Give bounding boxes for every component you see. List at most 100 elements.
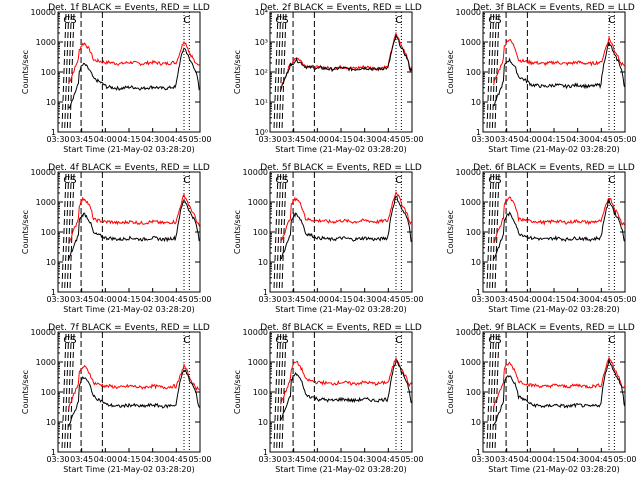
y-tick-label: 10 [46,98,56,107]
series-line-events [280,359,413,421]
y-tick-label: 10000 [456,328,481,337]
y-tick-label: 1000 [461,358,481,367]
x-tick-label: 04:30 [566,135,589,144]
interval-marker-dashed [486,13,492,131]
interval-marker-dashed [278,173,284,291]
x-axis-label: Start Time (21-May-02 03:28:20) [63,465,194,474]
y-tick-label: 1000 [461,198,481,207]
y-axis-label: Counts/sec [21,50,30,94]
x-tick-label: 03:45 [282,135,305,144]
y-tick-label: 1 [51,448,56,457]
x-tick-label: 03:45 [282,455,305,464]
x-tick-label: 05:00 [400,135,423,144]
y-tick-label: 1 [51,288,56,297]
y-tick-label: 1000 [36,38,56,47]
interval-marker-dashed [491,333,497,451]
x-tick-label: 03:30 [258,295,281,304]
y-tick-label: 10⁰ [255,128,268,137]
y-tick-label: 10 [46,418,56,427]
interval-marker-dashed [489,333,495,451]
series-line-lld [493,196,626,243]
marker-label: C [183,15,190,26]
panel-title: Det. 2f BLACK = Events, RED = LLD [260,3,422,13]
x-tick-label: 04:00 [94,135,117,144]
series-line-events [493,359,626,426]
x-tick-label: 04:00 [519,135,542,144]
interval-marker-dashed [276,13,282,131]
x-tick-label: 04:30 [566,455,589,464]
x-tick-label: 04:00 [306,295,329,304]
x-axis-label: Start Time (21-May-02 03:28:20) [488,465,619,474]
y-tick-label: 10000 [456,8,481,17]
series-line-events [68,369,201,427]
marker-label: CS [488,15,501,26]
panel-4: Det. 4f BLACK = Events, RED = LLD 1 10 100 1… [21,163,212,314]
interval-marker-dashed [61,173,67,291]
x-tick-label: 04:30 [141,455,164,464]
y-tick-label: 1000 [36,198,56,207]
interval-marker-dashed [64,173,70,291]
marker-label: CS [63,15,76,26]
interval-marker-dashed [66,333,72,451]
panel-8: Det. 8f BLACK = Events, RED = LLD 1 10 100 1… [233,323,424,474]
x-tick-label: 04:15 [329,455,352,464]
interval-marker-dashed [69,173,75,291]
marker-label: C [608,15,615,26]
x-axis-label: Start Time (21-May-02 03:28:20) [275,145,406,154]
y-axis-label: Counts/sec [233,50,242,94]
x-tick-label: 03:30 [46,135,69,144]
y-tick-label: 1000 [36,358,56,367]
y-tick-label: 1000 [461,38,481,47]
y-tick-label: 10¹ [255,98,268,107]
y-tick-label: 10000 [456,168,481,177]
y-tick-label: 1 [51,128,56,137]
marker-label: C [608,175,615,186]
series-line-events [280,34,413,91]
x-tick-label: 04:45 [590,135,613,144]
x-tick-label: 04:15 [117,135,140,144]
series-line-lld [493,356,626,408]
y-tick-label: 1 [476,128,481,137]
series-line-events [493,198,626,260]
y-tick-label: 1000 [248,358,268,367]
interval-marker-dashed [494,173,500,291]
marker-label: CS [275,335,288,346]
panel-6: Det. 6f BLACK = Events, RED = LLD 1 10 100 1… [446,163,637,314]
interval-marker-dashed [69,333,75,451]
series-line-lld [68,193,201,245]
panel-9: Det. 9f BLACK = Events, RED = LLD 1 10 100 1… [446,323,637,474]
y-tick-label: 10 [471,98,481,107]
x-tick-label: 05:00 [400,455,423,464]
interval-marker-dashed [278,13,284,131]
y-tick-label: 10 [46,258,56,267]
interval-marker-dashed [64,333,70,451]
x-tick-label: 04:30 [353,295,376,304]
x-axis-label: Start Time (21-May-02 03:28:20) [488,305,619,314]
interval-marker-dashed [491,173,497,291]
panel-title: Det. 9f BLACK = Events, RED = LLD [473,323,635,333]
x-tick-label: 04:30 [141,135,164,144]
y-tick-label: 1 [476,448,481,457]
x-tick-label: 04:00 [306,135,329,144]
y-axis-label: Counts/sec [233,210,242,254]
interval-marker-dashed [273,333,279,451]
x-tick-label: 04:15 [542,295,565,304]
y-axis-label: Counts/sec [446,50,455,94]
x-tick-label: 04:30 [353,135,376,144]
y-tick-label: 10000 [31,168,56,177]
marker-label: C [183,335,190,346]
plot-frame [269,171,413,293]
x-tick-label: 04:45 [590,455,613,464]
interval-marker-dashed [281,333,287,451]
interval-marker-dashed [66,173,72,291]
interval-marker-dashed [489,173,495,291]
x-tick-label: 04:30 [141,295,164,304]
interval-marker-dashed [276,333,282,451]
interval-marker-dashed [273,173,279,291]
x-tick-label: 04:00 [94,295,117,304]
y-tick-label: 10000 [31,328,56,337]
plot-frame [269,11,413,133]
x-tick-label: 03:45 [70,455,93,464]
plot-frame [269,331,413,453]
